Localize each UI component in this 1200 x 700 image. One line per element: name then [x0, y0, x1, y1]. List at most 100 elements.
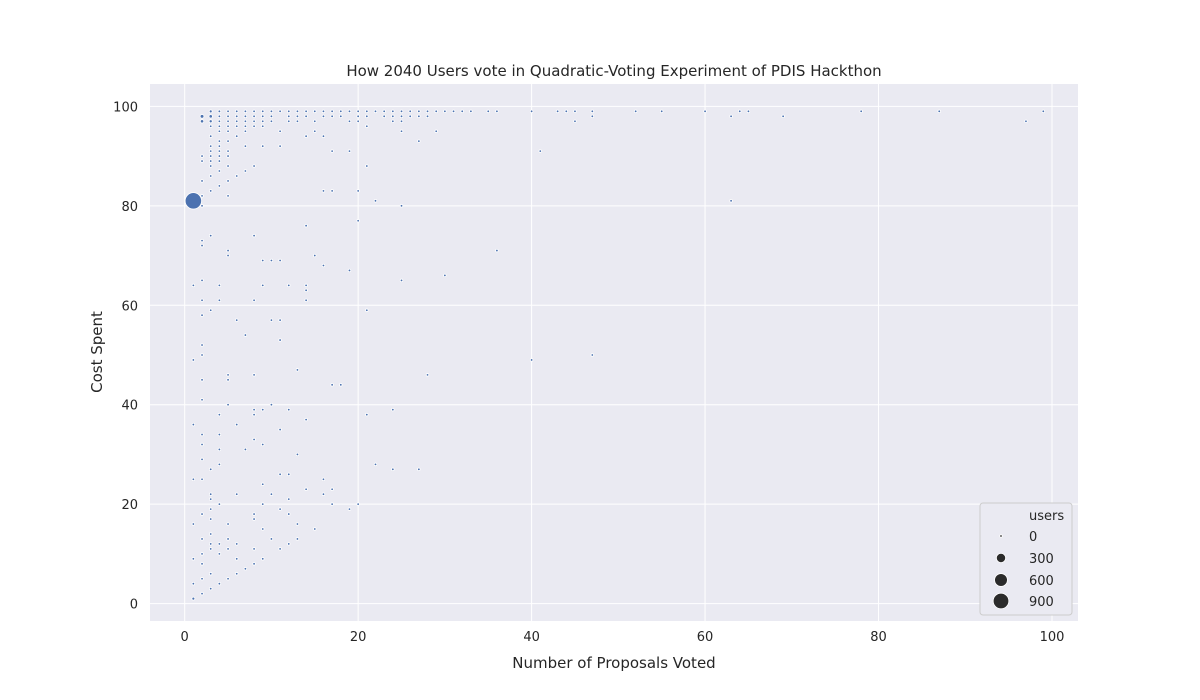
- data-point: [191, 557, 196, 561]
- data-point: [399, 119, 404, 124]
- data-point: [261, 482, 265, 486]
- data-point: [261, 527, 265, 531]
- data-point: [304, 487, 308, 491]
- data-point: [243, 119, 248, 124]
- data-point: [191, 581, 196, 586]
- data-point: [200, 457, 204, 462]
- data-point: [243, 109, 248, 114]
- data-point: [217, 114, 222, 119]
- data-point: [295, 368, 300, 372]
- data-point: [347, 119, 352, 124]
- data-point: [226, 119, 230, 124]
- data-point: [261, 109, 265, 114]
- data-point: [217, 412, 222, 417]
- data-point: [217, 502, 222, 506]
- data-point: [217, 144, 222, 148]
- data-point: [287, 114, 291, 119]
- data-point: [287, 109, 291, 114]
- data-point: [495, 248, 499, 253]
- data-point: [529, 109, 534, 114]
- data-point: [252, 373, 256, 377]
- data-point: [191, 477, 196, 482]
- data-point: [590, 353, 595, 357]
- legend-marker: [994, 573, 1008, 587]
- x-tick-label: 40: [523, 630, 540, 645]
- data-point: [391, 467, 395, 472]
- data-point: [252, 407, 256, 412]
- data-point: [573, 109, 577, 114]
- data-point: [200, 154, 204, 158]
- data-point: [330, 502, 334, 506]
- data-point: [261, 283, 265, 288]
- data-point: [304, 298, 308, 303]
- data-point: [330, 189, 334, 193]
- data-point: [321, 492, 326, 496]
- data-point: [217, 109, 222, 114]
- data-point: [321, 263, 326, 268]
- data-point: [261, 502, 265, 506]
- data-point: [295, 537, 300, 541]
- data-point: [226, 164, 230, 168]
- data-point: [295, 452, 300, 457]
- data-point: [252, 164, 256, 168]
- data-point: [729, 114, 733, 119]
- data-point: [469, 109, 473, 114]
- data-point: [373, 109, 378, 114]
- data-point: [208, 492, 213, 496]
- data-point: [365, 412, 369, 417]
- data-point: [278, 472, 282, 477]
- data-point: [399, 129, 404, 133]
- data-point: [356, 502, 360, 506]
- data-point: [295, 119, 300, 124]
- data-point: [278, 258, 282, 263]
- data-point: [304, 134, 308, 138]
- legend: users 0 300 600 900: [979, 502, 1073, 616]
- data-point: [555, 109, 560, 114]
- data-point: [217, 124, 222, 128]
- data-point: [278, 338, 282, 342]
- data-point: [339, 109, 343, 114]
- data-point: [208, 517, 213, 521]
- data-point: [278, 144, 282, 148]
- data-point: [200, 577, 204, 581]
- data-point: [365, 109, 369, 114]
- data-point: [208, 547, 213, 551]
- data-point: [382, 114, 386, 119]
- data-point: [200, 194, 204, 198]
- x-tick-label: 100: [1040, 630, 1065, 645]
- legend-label: 600: [1029, 574, 1054, 589]
- plot-background: [150, 84, 1078, 621]
- data-point: [243, 144, 248, 148]
- data-point: [425, 114, 430, 119]
- data-point: [200, 298, 204, 303]
- legend-marker: [999, 534, 1003, 538]
- legend-marker: [992, 592, 1010, 610]
- data-point: [278, 547, 282, 551]
- data-point: [226, 248, 230, 253]
- data-point: [287, 283, 291, 288]
- data-point: [200, 204, 204, 208]
- data-point: [417, 467, 421, 472]
- data-point: [208, 109, 213, 114]
- legend-marker: [995, 552, 1007, 564]
- data-point: [373, 462, 378, 467]
- data-point: [226, 139, 230, 143]
- y-tick-label: 20: [121, 498, 138, 513]
- data-point: [200, 591, 204, 596]
- data-point: [252, 233, 256, 238]
- data-point: [356, 114, 360, 119]
- data-point: [208, 159, 213, 163]
- data-point: [235, 124, 239, 128]
- data-point: [217, 149, 222, 153]
- data-point: [399, 114, 404, 119]
- data-point: [321, 477, 326, 482]
- data-point: [425, 373, 430, 377]
- data-point: [425, 109, 430, 114]
- x-tick-label: 0: [181, 630, 189, 645]
- data-point: [408, 114, 412, 119]
- data-point: [226, 129, 230, 133]
- data-point: [217, 283, 222, 288]
- data-point: [313, 109, 317, 114]
- data-point: [226, 194, 230, 198]
- data-point: [200, 398, 204, 402]
